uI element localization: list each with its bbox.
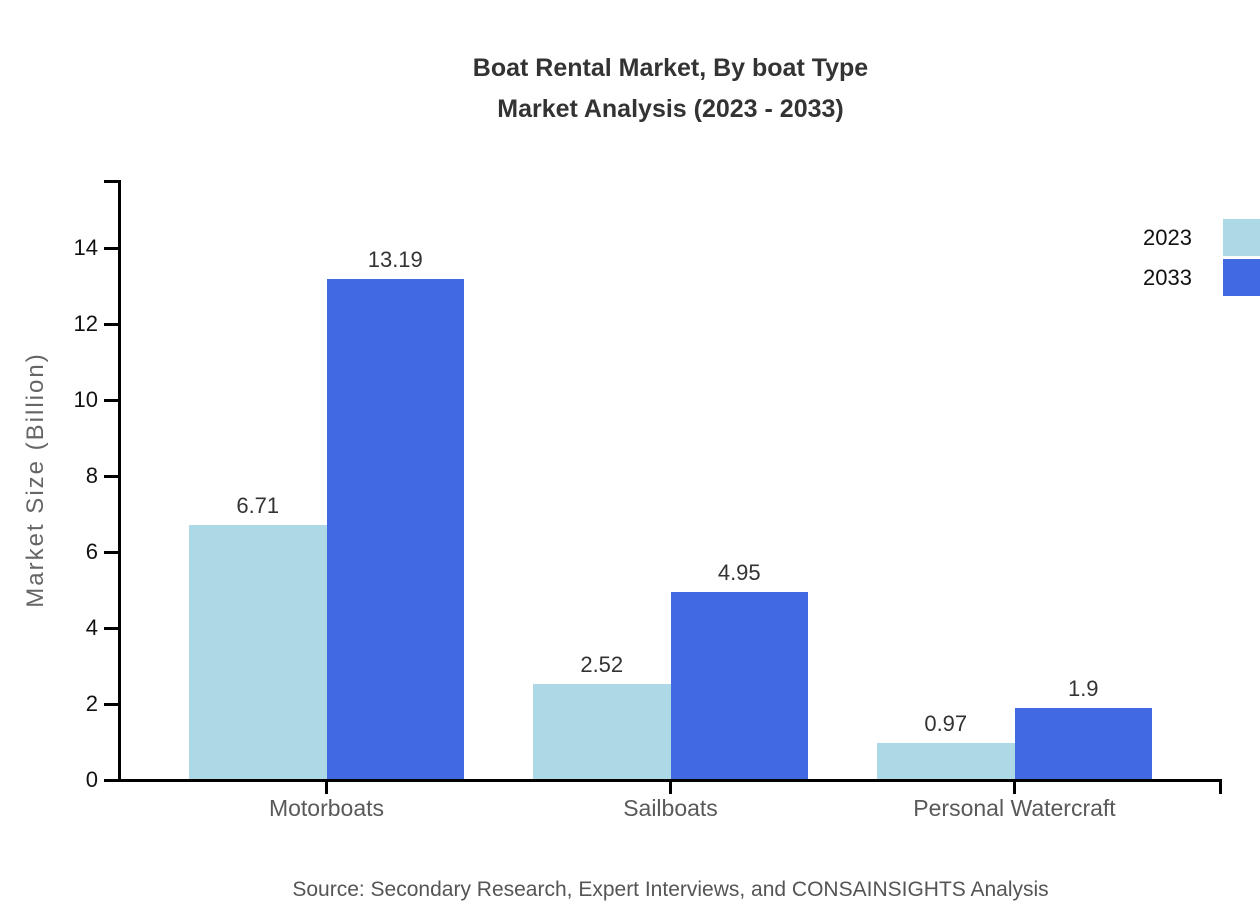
bar-2023-personal-watercraft xyxy=(877,743,1015,780)
x-category-label: Motorboats xyxy=(268,795,385,821)
bar-value-label: 0.97 xyxy=(924,711,968,737)
chart-title-line2: Market Analysis (2023 - 2033) xyxy=(497,95,844,123)
bar-value-label: 4.95 xyxy=(717,559,761,585)
y-tick-label: 2 xyxy=(85,691,98,716)
x-category-label: Sailboats xyxy=(623,795,718,821)
y-tick-label: 12 xyxy=(73,311,98,336)
legend-label-2023: 2023 xyxy=(1143,225,1192,250)
y-tick-label: 10 xyxy=(73,387,98,412)
legend-swatch-2023 xyxy=(1223,219,1260,256)
bar-2023-sailboats xyxy=(533,684,671,780)
y-axis-end-cap xyxy=(104,180,118,183)
y-tick-label: 14 xyxy=(73,235,98,260)
y-tick-label: 6 xyxy=(85,539,98,564)
y-tick xyxy=(104,399,118,402)
y-tick xyxy=(104,247,118,250)
legend-swatch-2033 xyxy=(1223,259,1260,296)
bar-2033-personal-watercraft xyxy=(1014,707,1152,780)
bar-value-label: 1.9 xyxy=(1067,675,1099,701)
y-tick xyxy=(104,551,118,554)
y-tick-label: 0 xyxy=(85,767,98,792)
x-axis-end-cap xyxy=(1219,779,1222,794)
chart-title-line1: Boat Rental Market, By boat Type xyxy=(472,54,869,82)
y-tick xyxy=(104,779,118,782)
bar-value-label: 6.71 xyxy=(236,493,280,519)
bar-2033-motorboats xyxy=(326,278,464,780)
y-axis-line xyxy=(118,180,121,782)
x-tick xyxy=(669,779,672,794)
x-tick xyxy=(1013,779,1016,794)
x-tick xyxy=(325,779,328,794)
bar-2033-sailboats xyxy=(670,591,808,780)
chart-title: Boat Rental Market, By boat Type Market … xyxy=(120,48,1221,130)
bar-value-label: 2.52 xyxy=(580,652,624,678)
x-category-label: Personal Watercraft xyxy=(913,795,1116,821)
y-tick xyxy=(104,627,118,630)
x-axis-line xyxy=(118,779,1222,782)
legend-label-2033: 2033 xyxy=(1143,265,1192,290)
bar-value-label: 13.19 xyxy=(367,246,423,272)
bar-2023-motorboats xyxy=(189,525,327,780)
y-tick-label: 8 xyxy=(85,463,98,488)
y-tick xyxy=(104,323,118,326)
source-note: Source: Secondary Research, Expert Inter… xyxy=(292,878,1049,901)
y-tick xyxy=(104,703,118,706)
y-tick xyxy=(104,475,118,478)
y-tick-label: 4 xyxy=(85,615,98,640)
